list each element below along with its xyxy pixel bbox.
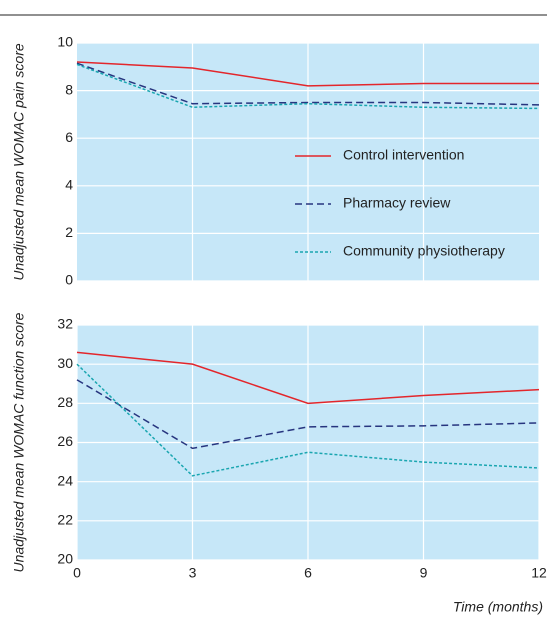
y-tick-label: 24 xyxy=(57,472,73,488)
legend-label: Pharmacy review xyxy=(343,195,451,211)
x-tick-label: 3 xyxy=(189,565,197,581)
x-tick-label: 12 xyxy=(531,565,547,581)
legend-label: Community physiotherapy xyxy=(343,243,505,259)
y-axis-label: Unadjusted mean WOMAC function score xyxy=(11,312,27,572)
y-tick-label: 26 xyxy=(57,433,73,449)
series-line xyxy=(76,379,540,450)
series-line xyxy=(76,363,540,477)
y-tick-label: 32 xyxy=(57,316,73,332)
y-tick-label: 2 xyxy=(65,224,73,240)
y-tick-label: 20 xyxy=(57,551,73,567)
y-tick-label: 28 xyxy=(57,394,73,410)
x-tick-label: 9 xyxy=(420,565,428,581)
series-line xyxy=(76,63,540,110)
series-line xyxy=(76,62,540,106)
x-tick-label: 6 xyxy=(304,565,312,581)
y-tick-label: 30 xyxy=(57,355,73,371)
x-tick-label: 0 xyxy=(73,565,81,581)
y-tick-label: 22 xyxy=(57,512,73,528)
x-axis-label: Time (months) xyxy=(453,599,543,615)
y-axis-label: Unadjusted mean WOMAC pain score xyxy=(11,43,27,281)
y-tick-label: 10 xyxy=(57,34,73,50)
series-line xyxy=(76,61,539,87)
y-tick-label: 6 xyxy=(65,129,73,145)
series-line xyxy=(76,351,540,405)
y-tick-label: 0 xyxy=(65,272,73,288)
y-tick-label: 4 xyxy=(65,177,73,193)
legend-label: Control intervention xyxy=(343,147,464,163)
y-tick-label: 8 xyxy=(65,81,73,97)
